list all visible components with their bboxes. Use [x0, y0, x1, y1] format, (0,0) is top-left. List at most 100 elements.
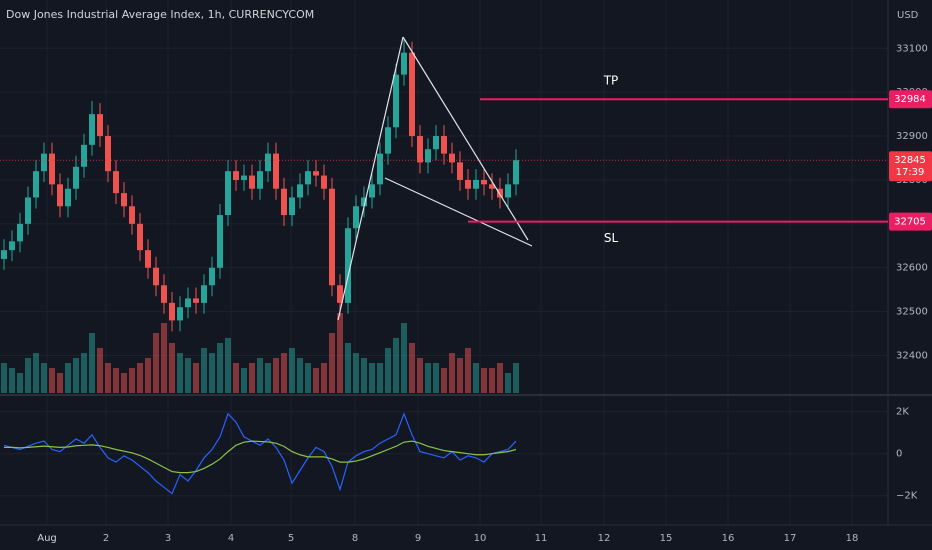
volume-bar: [305, 363, 311, 393]
candle-body: [321, 175, 327, 189]
candle-body: [33, 171, 39, 198]
grid: [0, 0, 888, 525]
volume-bar: [401, 323, 407, 393]
drawing-line: [402, 36, 529, 241]
candle-body: [81, 144, 87, 167]
currency: USD: [897, 10, 919, 21]
volume-bar: [33, 353, 39, 393]
candle-body: [249, 175, 255, 189]
volume-bar: [489, 368, 495, 393]
volume-bar: [297, 358, 303, 393]
volume-bar: [209, 353, 215, 393]
candle-body: [57, 184, 63, 207]
countdown: 17:39: [896, 167, 925, 178]
volume-bar: [169, 343, 175, 393]
volume-bar: [433, 363, 439, 393]
volume-bar: [241, 368, 247, 393]
candle-body: [257, 171, 263, 189]
candle-body: [305, 171, 311, 185]
price-tag-label: 32705: [894, 217, 926, 228]
volume-bar: [409, 343, 415, 393]
volume-bar: [273, 358, 279, 393]
candle-body: [401, 52, 407, 75]
x-tick-label: 11: [535, 533, 548, 544]
volume-bar: [225, 338, 231, 393]
candle-body: [473, 179, 479, 189]
volume-bar: [497, 363, 503, 393]
candle-body: [393, 74, 399, 128]
candle-body: [65, 188, 71, 207]
level-label: SL: [604, 231, 619, 245]
chart-title: Dow Jones Industrial Average Index, 1h, …: [6, 8, 314, 21]
volume-bar: [257, 358, 263, 393]
candle-body: [153, 267, 159, 286]
volume-bar: [153, 333, 159, 393]
candle-body: [425, 149, 431, 163]
volume-bar: [505, 373, 511, 393]
candle-body: [113, 171, 119, 194]
volume-bar: [265, 363, 271, 393]
volume-bar: [121, 373, 127, 393]
volume-bar: [457, 358, 463, 393]
candle-body: [513, 160, 519, 185]
volume-bar: [65, 363, 71, 393]
candle-body: [441, 136, 447, 154]
volume-bar: [353, 353, 359, 393]
volume-bar: [81, 353, 87, 393]
x-tick-label: 9: [415, 533, 421, 544]
y-tick-label: 32400: [896, 351, 928, 362]
candle-body: [25, 197, 31, 224]
volume-bar: [393, 338, 399, 393]
last-price-label: 32845: [894, 155, 926, 166]
volume-bar: [313, 368, 319, 393]
last-price-tag: [889, 151, 932, 182]
x-tick-label: 16: [722, 533, 735, 544]
price-tag: [889, 212, 932, 231]
volume-bar: [1, 363, 7, 393]
volume-bar: [481, 368, 487, 393]
osc-tick-label: 2K: [896, 407, 909, 418]
x-tick-label: 17: [784, 533, 797, 544]
osc-tick-label: −2K: [896, 491, 918, 502]
candle-body: [233, 171, 239, 180]
candle-body: [505, 184, 511, 198]
candles: [1, 39, 519, 332]
candle-body: [41, 153, 47, 172]
x-tick-label: 5: [288, 533, 294, 544]
candle-body: [449, 153, 455, 163]
price-tag-label: 32984: [894, 94, 926, 105]
candle-body: [217, 215, 223, 268]
volume-bar: [17, 373, 23, 393]
candle-body: [281, 188, 287, 216]
x-tick-label: 15: [660, 533, 673, 544]
volume-bar: [201, 348, 207, 393]
drawing-line: [384, 177, 533, 247]
volume-bar: [465, 348, 471, 393]
osc-line: [3, 412, 517, 495]
candle-body: [241, 175, 247, 180]
candle-body: [433, 136, 439, 150]
volume-bar: [129, 368, 135, 393]
candle-body: [49, 153, 55, 185]
candle-body: [409, 52, 415, 137]
volume-bar: [113, 368, 119, 393]
x-tick-label: 12: [598, 533, 611, 544]
y-tick-label: 32500: [896, 307, 928, 318]
oscillator: [3, 412, 517, 495]
volume-bar: [473, 363, 479, 393]
candle-body: [457, 162, 463, 180]
volume-bar: [385, 348, 391, 393]
candle-body: [225, 171, 231, 216]
volume-bar: [337, 313, 343, 393]
volume-bar: [89, 333, 95, 393]
candle-body: [129, 206, 135, 224]
x-tick-label: 18: [846, 533, 859, 544]
x-tick-label: 4: [228, 533, 234, 544]
candle-body: [1, 250, 7, 259]
volume-bar: [105, 363, 111, 393]
volume-bar: [137, 363, 143, 393]
x-tick-label: 2: [103, 533, 109, 544]
candle-body: [369, 184, 375, 198]
volume-bar: [321, 363, 327, 393]
